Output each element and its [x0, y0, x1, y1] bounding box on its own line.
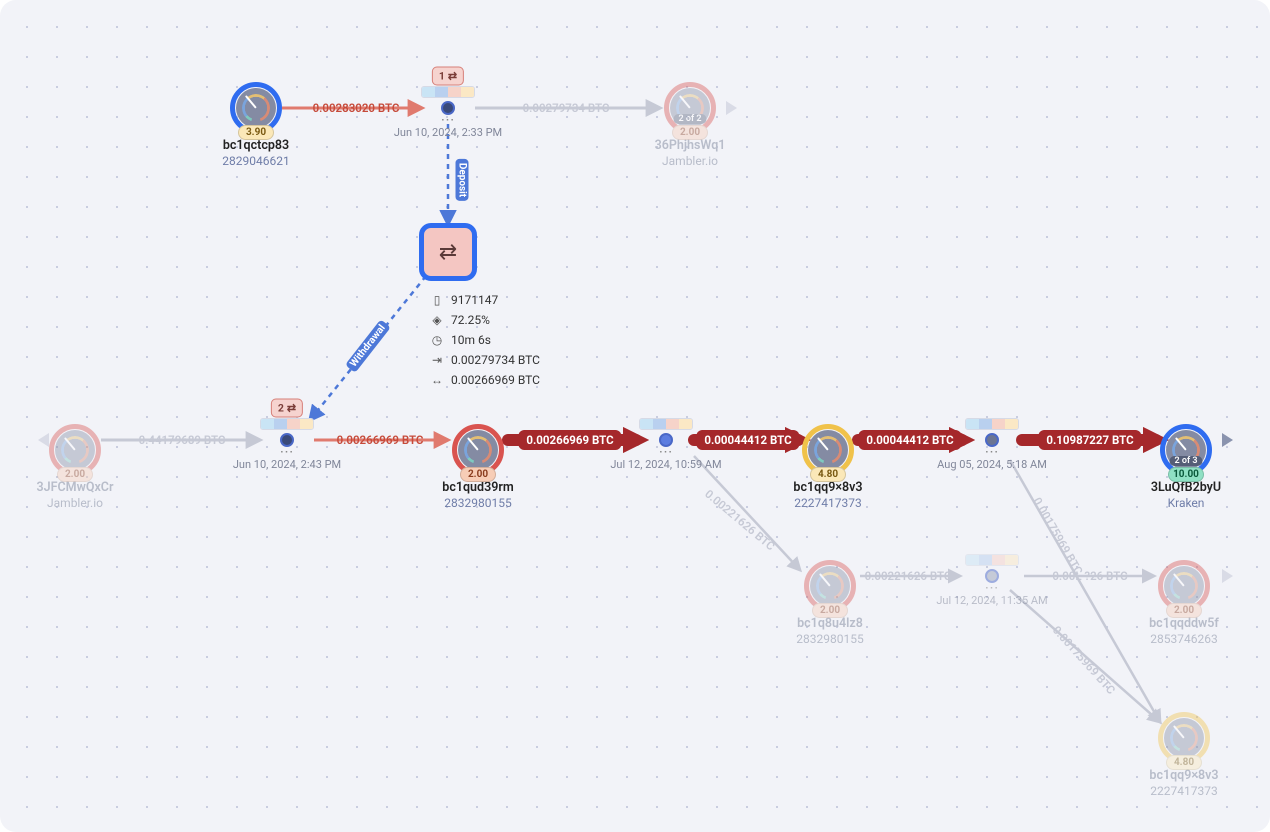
node-subtitle: Jambler.io	[630, 154, 750, 168]
hop-count-chip[interactable]: 2	[271, 399, 303, 418]
node-subtitle: 2829046621	[196, 154, 316, 168]
mixer-node[interactable]: ⇄	[419, 223, 477, 281]
shuffle-icon	[287, 402, 296, 415]
tx-palette	[965, 554, 1019, 566]
tx-timestamp: Jun 10, 2024, 2:33 PM	[394, 126, 502, 139]
expand-triangle-icon[interactable]	[1222, 433, 1233, 447]
node-title: bc1qq9×8v3	[1124, 768, 1244, 783]
amount-label: 0.10987227 BTC	[1038, 430, 1141, 450]
amount-label: 0.00279734 BTC	[523, 101, 610, 115]
node-title: bc1qqddw5f	[1124, 616, 1244, 631]
mixer-info-row: ◈72.25%	[430, 310, 540, 330]
amount-label: 0.00175969 BTC	[1050, 623, 1119, 697]
amount-label: 0.00221626 BTC	[865, 569, 952, 583]
wallet-node[interactable]: 2.00 2 of 2 36PhjhsWq1 Jambler.io	[630, 82, 750, 168]
node-title: bc1qud39rm	[418, 480, 538, 495]
tx-palette	[639, 418, 693, 430]
mixer-info-row: ↔0.00266969 BTC	[430, 370, 540, 390]
node-title: 3LuQfB2byU	[1126, 480, 1246, 495]
amount-label: 0.00266969 BTC	[337, 433, 424, 447]
node-subtitle: 2832980155	[418, 496, 538, 510]
shuffle-icon	[448, 70, 457, 83]
amount-label: 0.00283020 BTC	[313, 101, 400, 115]
node-subtitle: 2227417373	[1124, 784, 1244, 798]
mixer-detail-panel: ▯9171147◈72.25%◷10m 6s⇥0.00279734 BTC↔0.…	[430, 290, 540, 390]
wallet-node[interactable]: 2.00 3JFCMwQxCr Jambler.io	[15, 424, 135, 510]
amount-label: 0.00221626 BTC	[702, 487, 778, 554]
mixer-info-row: ◷10m 6s	[430, 330, 540, 350]
tx-palette	[260, 418, 314, 430]
tx-timestamp: Aug 05, 2024, 5:18 AM	[937, 458, 1047, 471]
mixer-info-row: ⇥0.00279734 BTC	[430, 350, 540, 370]
node-title: bc1qctcp83	[196, 138, 316, 153]
tx-timestamp: Jul 12, 2024, 11:35 AM	[936, 594, 1047, 607]
node-subtitle: Jambler.io	[15, 496, 135, 510]
amount-label: 0.00L ?26 BTC	[1052, 569, 1127, 583]
expand-triangle-icon[interactable]	[1222, 569, 1233, 583]
wallet-node[interactable]: 3.90 bc1qctcp83 2829046621	[196, 82, 316, 168]
tx-palette	[421, 86, 475, 98]
expand-triangle-icon[interactable]	[38, 433, 49, 447]
flow-label: Deposit	[456, 159, 469, 201]
flow-label: Withdrawal	[345, 319, 391, 373]
node-subtitle: 2853746263	[1124, 632, 1244, 646]
node-subtitle: 2832980155	[770, 632, 890, 646]
tx-palette	[965, 418, 1019, 430]
node-subtitle: 2227417373	[768, 496, 888, 510]
wallet-node[interactable]: 4.80 bc1qq9×8v3 2227417373	[1124, 712, 1244, 798]
hop-count-chip[interactable]: 1	[432, 67, 464, 86]
amount-label: 0.00266969 BTC	[518, 430, 621, 450]
node-title: 3JFCMwQxCr	[15, 480, 135, 495]
amount-label: 0.00044412 BTC	[858, 430, 961, 450]
node-title: bc1q8u4lz8	[770, 616, 890, 631]
node-title: bc1qq9×8v3	[768, 480, 888, 495]
node-title: 36PhjhsWq1	[630, 138, 750, 153]
expand-triangle-icon[interactable]	[726, 101, 737, 115]
tx-timestamp: Jul 12, 2024, 10:59 AM	[610, 458, 721, 471]
graph-canvas[interactable]: 3.90 bc1qctcp83 2829046621 2.00 2 of 2 3…	[0, 0, 1270, 832]
amount-label: 0.00044412 BTC	[696, 430, 799, 450]
amount-label: 0.00175969 BTC	[1030, 495, 1086, 577]
mixer-info-row: ▯9171147	[430, 290, 540, 310]
tx-timestamp: Jun 10, 2024, 2:43 PM	[233, 458, 341, 471]
node-subtitle: Kraken	[1126, 496, 1246, 510]
amount-label: 0.44179689 BTC	[139, 433, 226, 447]
